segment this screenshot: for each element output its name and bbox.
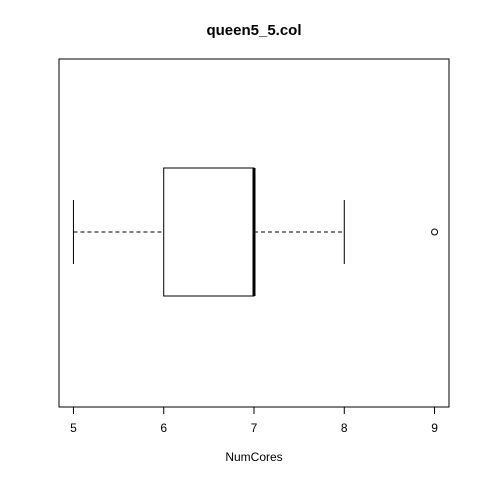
outlier-point-0 [431, 228, 439, 236]
x-tick-label-9: 9 [431, 421, 438, 435]
x-axis: 5 6 7 8 9 [70, 406, 438, 435]
x-tick-label-5: 5 [70, 421, 77, 435]
x-tick-label-7: 7 [251, 421, 258, 435]
chart-title: queen5_5.col [206, 22, 301, 39]
outliers [431, 228, 439, 236]
interquartile-box [163, 167, 255, 297]
x-tick-label-6: 6 [160, 421, 167, 435]
x-tick-label-8: 8 [341, 421, 348, 435]
box-group [72, 167, 345, 297]
x-axis-label: NumCores [225, 450, 282, 464]
